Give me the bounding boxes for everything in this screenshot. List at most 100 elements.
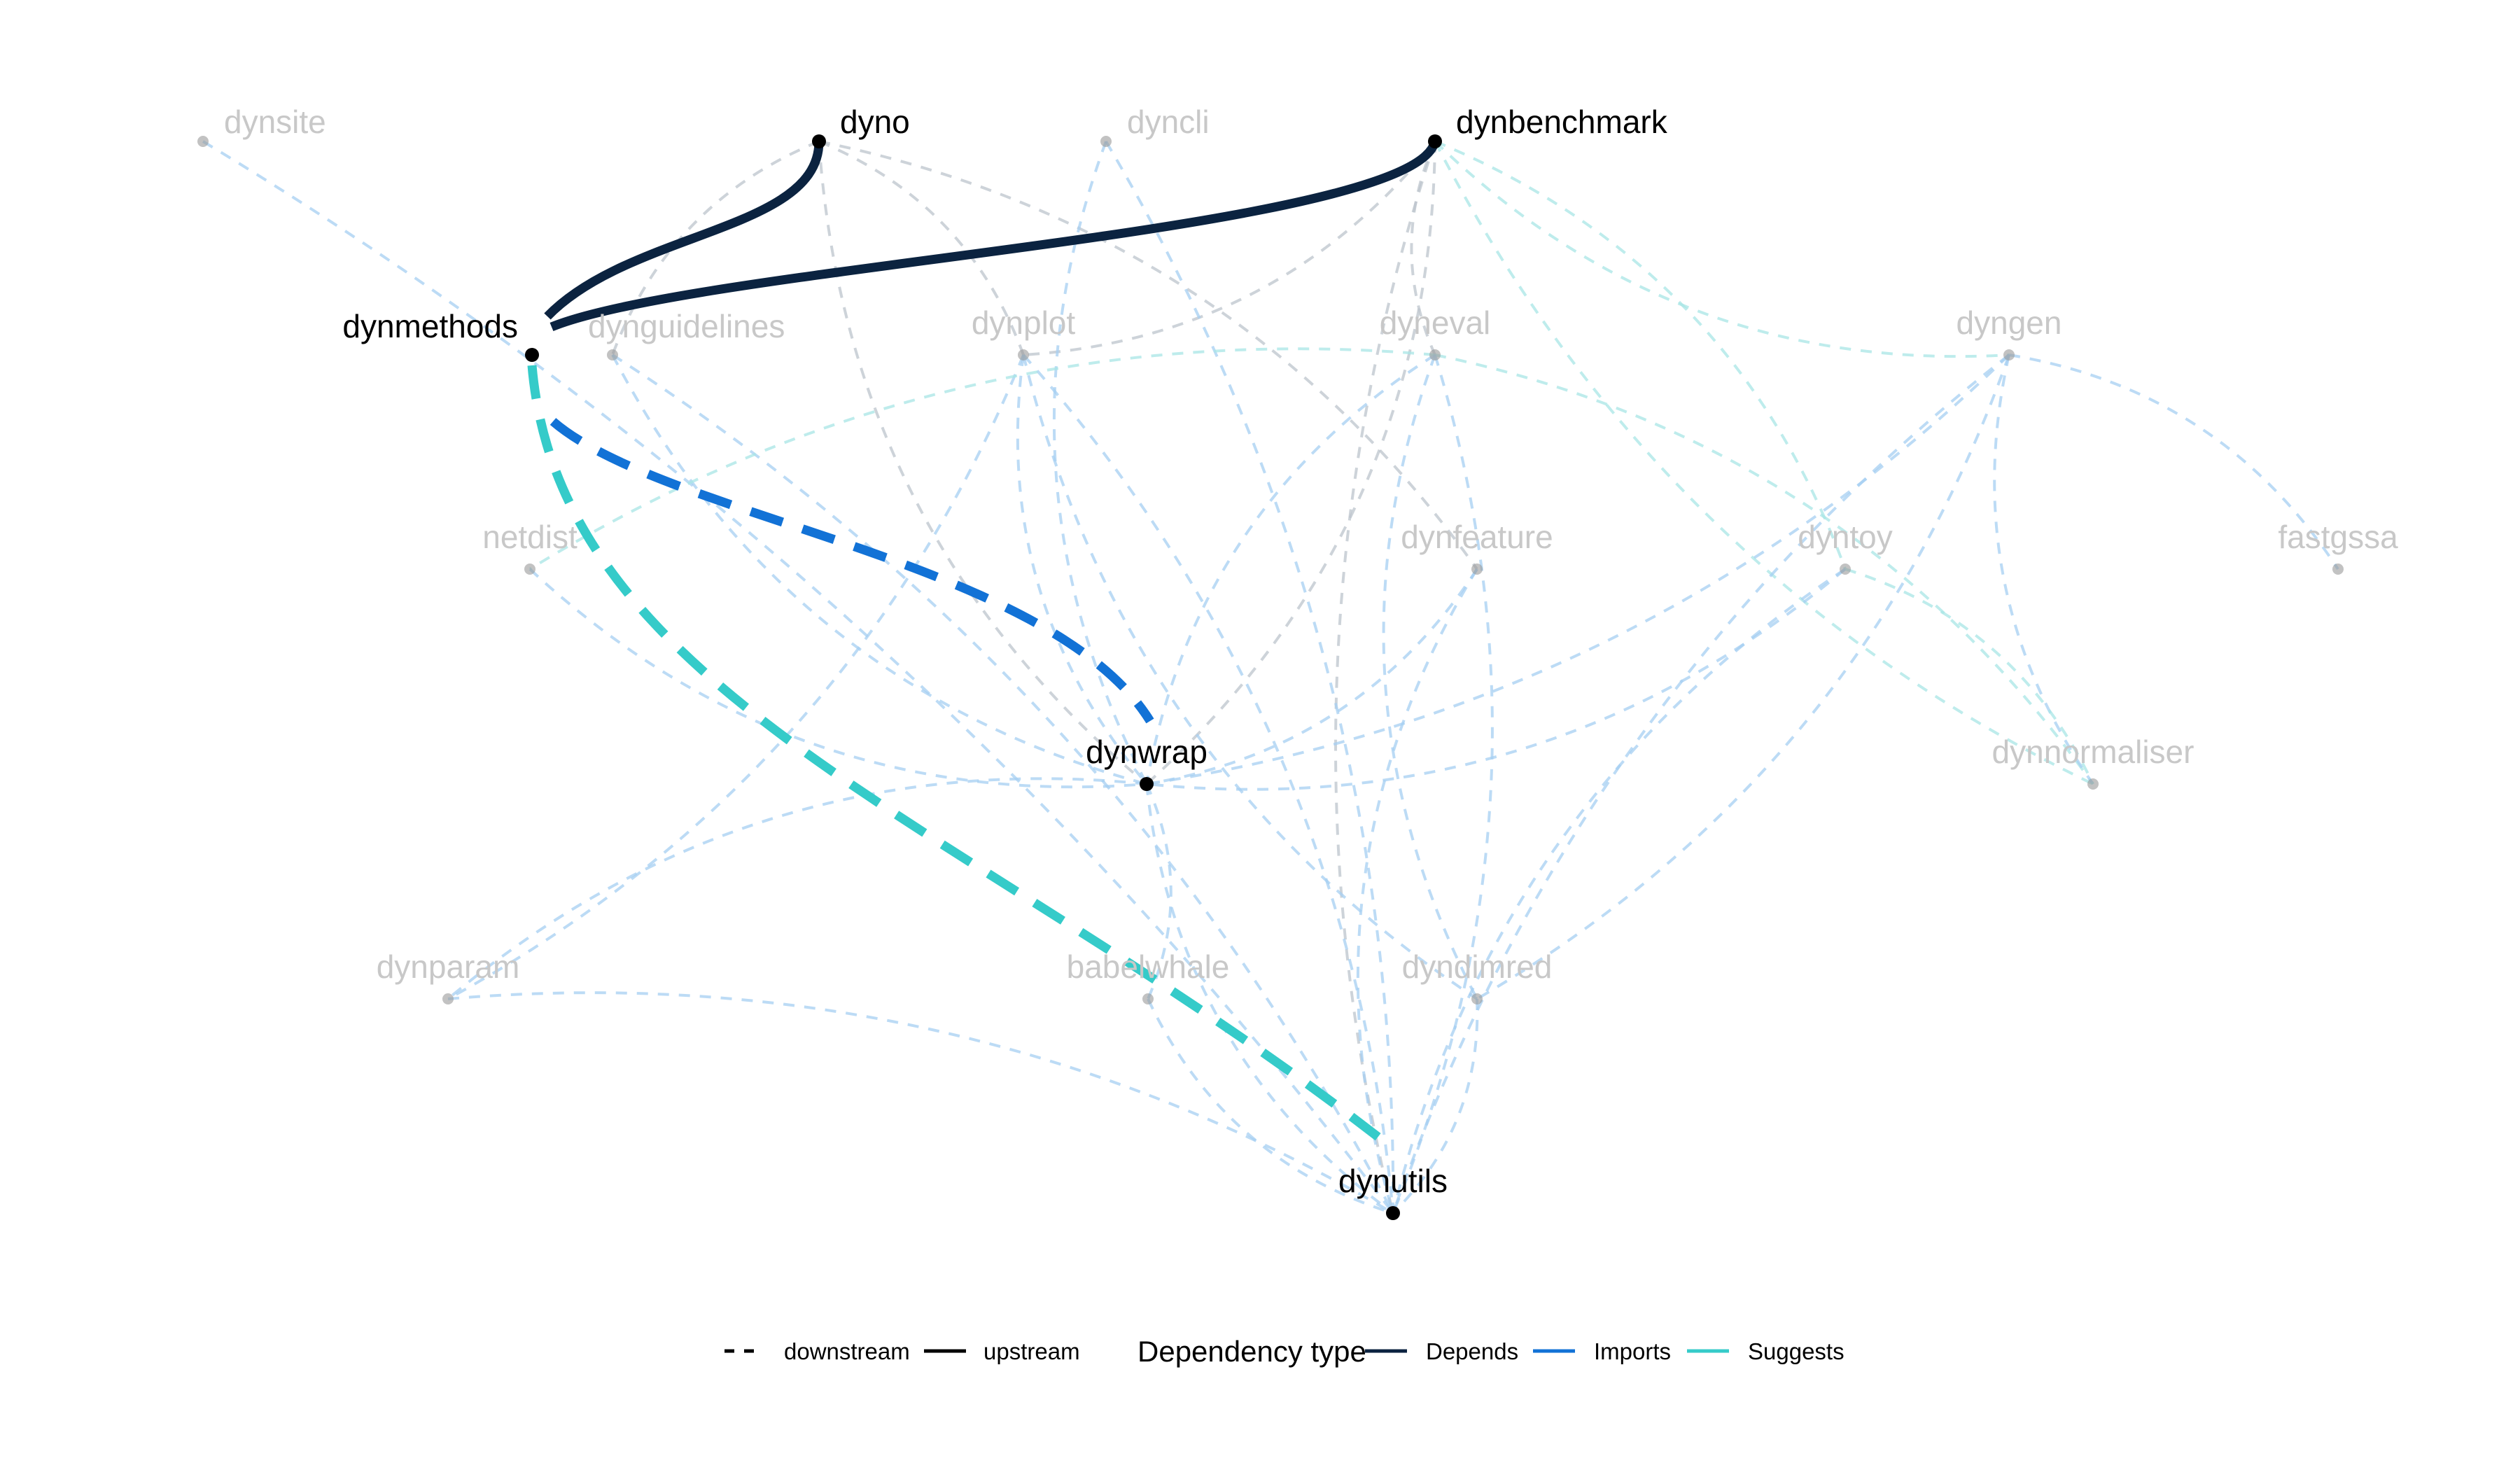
edge-dynfeature-dynutils — [1356, 568, 1478, 1214]
node-marker — [2087, 778, 2099, 790]
node-dynsite[interactable]: dynsite — [197, 104, 326, 147]
nodes-layer: dynsite dyno dyncli dynbenchmark dynmethods d… — [197, 104, 2398, 1220]
node-label: dynutils — [1338, 1163, 1448, 1199]
edge-dyngen-fastgssa — [2008, 354, 2339, 570]
node-label: netdist — [482, 519, 578, 555]
node-label: dynnormaliser — [1992, 734, 2194, 770]
edge-dynparam-dynutils — [447, 991, 1394, 1214]
node-label: dyngen — [1956, 304, 2062, 341]
edge-dynplot-dynwrap — [1016, 354, 1148, 785]
node-label: dynwrap — [1086, 734, 1208, 770]
node-marker — [525, 348, 539, 362]
legend-depends-label: Depends — [1426, 1338, 1518, 1364]
edge-dynmethods-dyno — [544, 141, 824, 320]
node-label: fastgssa — [2278, 519, 2398, 555]
edge-dynguidelines-dynutils — [611, 354, 1394, 1214]
node-fastgssa[interactable]: fastgssa — [2278, 519, 2398, 575]
edge-dynbenchmark-dyngen — [1434, 140, 2010, 358]
edge-dyngen-dynnormaliser — [1993, 354, 2094, 785]
node-label: dyneval — [1380, 304, 1491, 341]
node-label: dyntoy — [1798, 519, 1893, 555]
edge-dynbenchmark-dynnormaliser — [1434, 141, 2094, 785]
edge-dyno-dynfeature — [818, 140, 1478, 570]
node-label: dynplot — [972, 304, 1076, 341]
node-label: dynsite — [224, 104, 326, 140]
node-marker — [1018, 349, 1029, 360]
edge-dyncli-dynutils — [1105, 140, 1395, 1214]
legend-downstream-label: downstream — [784, 1338, 910, 1364]
node-babelwhale[interactable]: babelwhale — [1067, 948, 1230, 1004]
node-dynplot[interactable]: dynplot — [972, 304, 1076, 360]
legend-upstream-label: upstream — [983, 1338, 1080, 1364]
edge-dynwrap-dynparam — [447, 777, 1147, 1000]
legend-suggests-label: Suggests — [1748, 1338, 1844, 1364]
node-dynparam[interactable]: dynparam — [377, 948, 520, 1004]
node-dyndimred[interactable]: dyndimred — [1402, 948, 1553, 1004]
edge-dyneval-dyndimred — [1382, 354, 1478, 1000]
edge-dynbenchmark-dynutils — [1334, 141, 1436, 1214]
edge-dynbenchmark-dyntoy — [1434, 140, 1847, 570]
edge-dyno-dynguidelines — [611, 140, 820, 356]
edge-dyntoy-dynnormaliser — [1844, 568, 2094, 785]
node-dynnormaliser[interactable]: dynnormaliser — [1992, 734, 2194, 790]
highlighted-edges-layer — [527, 139, 1440, 1147]
node-label: dyno — [840, 104, 910, 140]
edge-dynmethods-dynutils — [527, 365, 1389, 1147]
node-dyncli[interactable]: dyncli — [1100, 104, 1210, 147]
node-netdist[interactable]: netdist — [482, 519, 578, 575]
node-dynmethods[interactable]: dynmethods — [342, 308, 539, 362]
node-dyngen[interactable]: dyngen — [1956, 304, 2062, 360]
node-label: dynmethods — [342, 308, 518, 344]
node-marker — [1100, 136, 1112, 147]
edge-dynplot-dyndimred — [1022, 354, 1478, 1000]
node-marker — [812, 134, 826, 148]
edge-netdist-dynwrap — [528, 568, 1147, 789]
node-marker — [1386, 1206, 1400, 1220]
legend-imports-label: Imports — [1594, 1338, 1671, 1364]
edge-dyno-dynwrap — [818, 141, 1148, 785]
edge-dyno-dynplot — [818, 140, 1025, 356]
edge-dynbenchmark-dynwrap — [1145, 141, 1436, 785]
node-dyno[interactable]: dyno — [812, 104, 910, 148]
edge-dynmethods-dynbenchmark — [550, 139, 1440, 332]
node-marker — [2003, 349, 2015, 360]
node-marker — [607, 349, 618, 360]
edge-babelwhale-dynutils — [1147, 998, 1394, 1214]
node-marker — [442, 993, 454, 1004]
node-marker — [2332, 564, 2344, 575]
node-label: dynfeature — [1401, 519, 1553, 555]
legend-type-title: Dependency type — [1138, 1335, 1366, 1368]
edge-dyngen-dyndimred — [1476, 354, 2010, 1000]
node-label: dyndimred — [1402, 948, 1553, 985]
faded-edges-layer — [202, 140, 2339, 1214]
node-marker — [524, 564, 536, 575]
node-dynfeature[interactable]: dynfeature — [1401, 519, 1553, 575]
node-dynutils[interactable]: dynutils — [1338, 1163, 1448, 1220]
node-dyntoy[interactable]: dyntoy — [1798, 519, 1893, 575]
node-label: dyncli — [1127, 104, 1210, 140]
node-marker — [1142, 993, 1154, 1004]
edge-dyntoy-dynutils — [1392, 568, 1847, 1214]
node-marker — [1471, 993, 1483, 1004]
node-dynwrap[interactable]: dynwrap — [1086, 734, 1208, 791]
edge-dyngen-dynutils — [1392, 354, 2010, 1214]
node-dynbenchmark[interactable]: dynbenchmark — [1428, 104, 1668, 148]
node-dyneval[interactable]: dyneval — [1380, 304, 1491, 360]
node-dynguidelines[interactable]: dynguidelines — [588, 308, 785, 360]
node-label: dynbenchmark — [1456, 104, 1668, 140]
node-marker — [197, 136, 209, 147]
node-label: dynparam — [377, 948, 520, 985]
edge-dyneval-netdist — [528, 347, 1436, 570]
node-label: dynguidelines — [588, 308, 785, 344]
node-marker — [1840, 564, 1851, 575]
node-marker — [1428, 134, 1442, 148]
edge-dyngen-dynwrap — [1146, 354, 2010, 785]
edge-dynwrap-babelwhale — [1145, 783, 1172, 1000]
node-label: babelwhale — [1067, 948, 1230, 985]
edge-dynmethods-dynwrap — [550, 418, 1154, 724]
edge-dynplot-dynparam — [447, 354, 1025, 1000]
edge-dynplot-dynutils — [1022, 354, 1394, 1214]
edge-dyneval-dynnormaliser — [1434, 354, 2094, 785]
node-marker — [1140, 777, 1154, 791]
